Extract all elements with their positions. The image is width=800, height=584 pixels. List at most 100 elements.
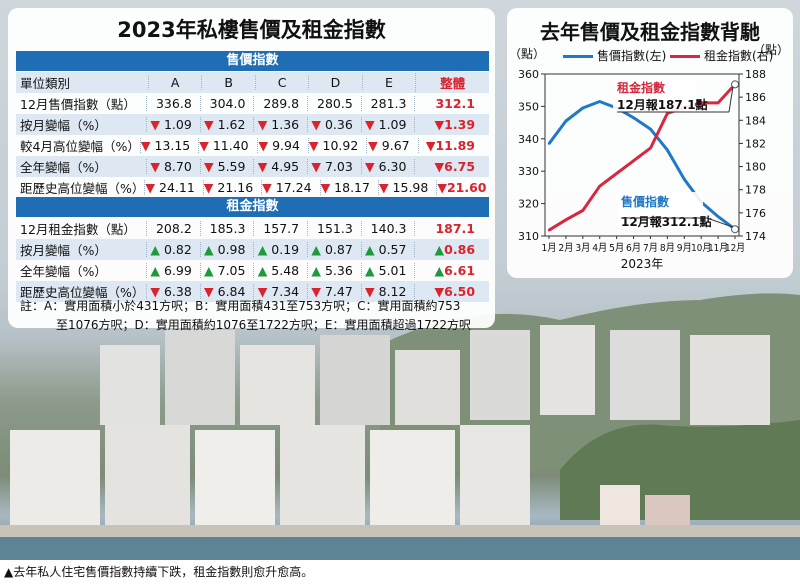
down-arrow-icon: ▼ xyxy=(311,117,321,132)
left-tick-label: 340 xyxy=(518,133,539,146)
sale-4-total: ▼21.60 xyxy=(436,180,500,195)
rent-3-cell-0: ▼ 6.38 xyxy=(146,284,200,299)
rent-1-cell-0: ▲ 0.82 xyxy=(146,242,200,257)
header-cell-2: C xyxy=(254,75,308,90)
x-tick-label: 4月 xyxy=(592,242,607,254)
header-cell-1: B xyxy=(201,75,254,90)
down-arrow-icon: ▼ xyxy=(365,117,375,132)
series-point-rent xyxy=(699,101,703,105)
up-arrow-icon: ▲ xyxy=(150,242,160,257)
sale-0-label: 12月售價指數（點） xyxy=(20,97,136,112)
rent-0-total: 187.1 xyxy=(414,221,489,236)
sale-3-cell-4: ▼ 6.30 xyxy=(360,159,415,174)
down-arrow-icon: ▼ xyxy=(434,284,445,299)
down-arrow-icon: ▼ xyxy=(204,284,214,299)
sale-0-cell-0: 336.8 xyxy=(146,96,200,111)
rent-1-total: ▲0.86 xyxy=(414,242,489,257)
left-tick-label: 320 xyxy=(518,198,539,211)
down-arrow-icon: ▼ xyxy=(150,284,160,299)
series-point-rent xyxy=(564,218,568,221)
x-tick-label: 10月 xyxy=(691,242,711,254)
x-axis-label: 2023年 xyxy=(621,257,664,271)
rent-0-label: 12月租金指數（點） xyxy=(20,222,136,237)
sale-0-cell-1: 304.0 xyxy=(199,96,254,111)
left-tick-label: 310 xyxy=(518,230,539,243)
rent-0-cell-2: 157.7 xyxy=(253,221,307,236)
sale-annotation-leader xyxy=(706,217,734,228)
up-arrow-icon: ▲ xyxy=(365,242,375,257)
rent-annotation-bg xyxy=(613,80,695,112)
header-cell-4: E xyxy=(361,75,415,90)
sale-1-row: 按月變幅（%） ▼ 1.09 ▼ 1.62 ▼ 1.36 ▼ 0.36 ▼ 1.09 ▼1.… xyxy=(16,114,489,135)
sale-0-cell-2: 289.8 xyxy=(253,96,307,111)
rent-2-row: 全年變幅（%） ▲ 6.99 ▲ 7.05 ▲ 5.48 ▲ 5.36 ▲ 5.01 ▲6.… xyxy=(16,260,489,281)
legend-rent: 租金指數(右) xyxy=(670,47,773,64)
x-tick-label: 3月 xyxy=(575,242,590,254)
up-arrow-icon: ▲ xyxy=(257,263,268,278)
sale-2-cell-0: ▼ 13.15 xyxy=(139,138,198,153)
sale-1-cell-3: ▼ 0.36 xyxy=(307,117,361,132)
sale-0-cell-4: 281.3 xyxy=(360,96,415,111)
sale-1-cell-2: ▼ 1.36 xyxy=(253,117,307,132)
index-table-panel: 2023年私樓售價及租金指數 售價指數 單位類別 A B C D E 整體 12月售價指數（點… xyxy=(8,8,495,332)
sale-annotation-text: 12月報312.1點 xyxy=(621,214,712,229)
sale-annotation-title: 售價指數 xyxy=(621,194,669,209)
up-arrow-icon: ▲ xyxy=(434,263,445,278)
down-arrow-icon: ▼ xyxy=(437,180,447,195)
rent-section-header: 租金指數 xyxy=(16,197,489,217)
up-arrow-icon: ▲ xyxy=(257,242,268,257)
rent-2-cell-1: ▲ 7.05 xyxy=(199,263,254,278)
sale-3-cell-0: ▼ 8.70 xyxy=(146,159,200,174)
rent-annotation-leader xyxy=(728,86,734,113)
right-tick-label: 174 xyxy=(745,230,766,243)
down-arrow-icon: ▼ xyxy=(378,180,389,195)
rent-1-label: 按月變幅（%） xyxy=(20,243,107,258)
rent-annotation-text: 12月報187.1點 xyxy=(617,97,708,112)
rent-0-row: 12月租金指數（點） 208.2 185.3 157.7 151.3 140.3 187.1 xyxy=(16,218,489,239)
down-arrow-icon: ▼ xyxy=(257,284,268,299)
up-arrow-icon: ▲ xyxy=(204,263,214,278)
sale-3-total: ▼6.75 xyxy=(414,159,489,174)
sale-0-total: 312.1 xyxy=(414,96,489,111)
left-axis-label: （點） xyxy=(509,47,545,61)
sale-0-row: 12月售價指數（點） 336.8 304.0 289.8 280.5 281.3 312.1 xyxy=(16,93,489,114)
x-tick-label: 5月 xyxy=(609,242,624,254)
series-point-sale xyxy=(666,148,669,152)
series-point-rent xyxy=(581,209,585,212)
table-note-line2: 至1076方呎；D：實用面積約1076至1722方呎；E：實用面積超過1722方… xyxy=(56,318,471,332)
down-arrow-icon: ▼ xyxy=(150,159,160,174)
rent-3-row: 距歷史高位變幅（%） ▼ 6.38 ▼ 6.84 ▼ 7.34 ▼ 7.47 ▼ 8.12… xyxy=(16,281,489,302)
up-arrow-icon: ▲ xyxy=(150,263,160,278)
sale-2-cell-3: ▼ 10.92 xyxy=(307,138,366,153)
rent-0-cell-3: 151.3 xyxy=(307,221,361,236)
down-arrow-icon: ▼ xyxy=(368,138,378,153)
left-tick-label: 350 xyxy=(518,100,539,113)
down-arrow-icon: ▼ xyxy=(425,138,436,153)
x-tick-label: 6月 xyxy=(626,242,641,254)
header-label: 單位類別 xyxy=(20,76,71,91)
rent-3-total: ▼6.50 xyxy=(414,284,489,299)
rent-1-cell-1: ▲ 0.98 xyxy=(199,242,254,257)
sale-1-cell-0: ▼ 1.09 xyxy=(146,117,200,132)
sale-2-cell-4: ▼ 9.67 xyxy=(366,138,417,153)
sale-2-total: ▼11.89 xyxy=(417,138,489,153)
sale-2-row: 較4月高位變幅（%） ▼ 13.15 ▼ 11.40 ▼ 9.94 ▼ 10.92 ▼ 9… xyxy=(16,135,489,156)
legend-rent-label: 租金指數(右) xyxy=(704,49,774,63)
x-tick-label: 7月 xyxy=(643,242,658,254)
series-point-sale xyxy=(598,100,601,103)
rent-1-cell-3: ▲ 0.87 xyxy=(307,242,361,257)
rent-0-cell-0: 208.2 xyxy=(146,221,200,236)
right-tick-label: 182 xyxy=(745,137,766,150)
sale-1-label: 按月變幅（%） xyxy=(20,118,107,133)
rent-3-cell-1: ▼ 6.84 xyxy=(199,284,254,299)
rent-3-label: 距歷史高位變幅（%） xyxy=(20,285,145,300)
rent-2-total: ▲6.61 xyxy=(414,263,489,278)
series-point-sale xyxy=(564,119,568,123)
series-point-rent xyxy=(649,146,652,150)
header-cell-3: D xyxy=(308,75,361,90)
down-arrow-icon: ▼ xyxy=(365,284,375,299)
sale-annotation-bg xyxy=(617,192,703,230)
up-arrow-icon: ▲ xyxy=(365,263,375,278)
legend-sale: 售價指數(左) xyxy=(563,47,666,64)
rent-2-cell-0: ▲ 6.99 xyxy=(146,263,200,278)
